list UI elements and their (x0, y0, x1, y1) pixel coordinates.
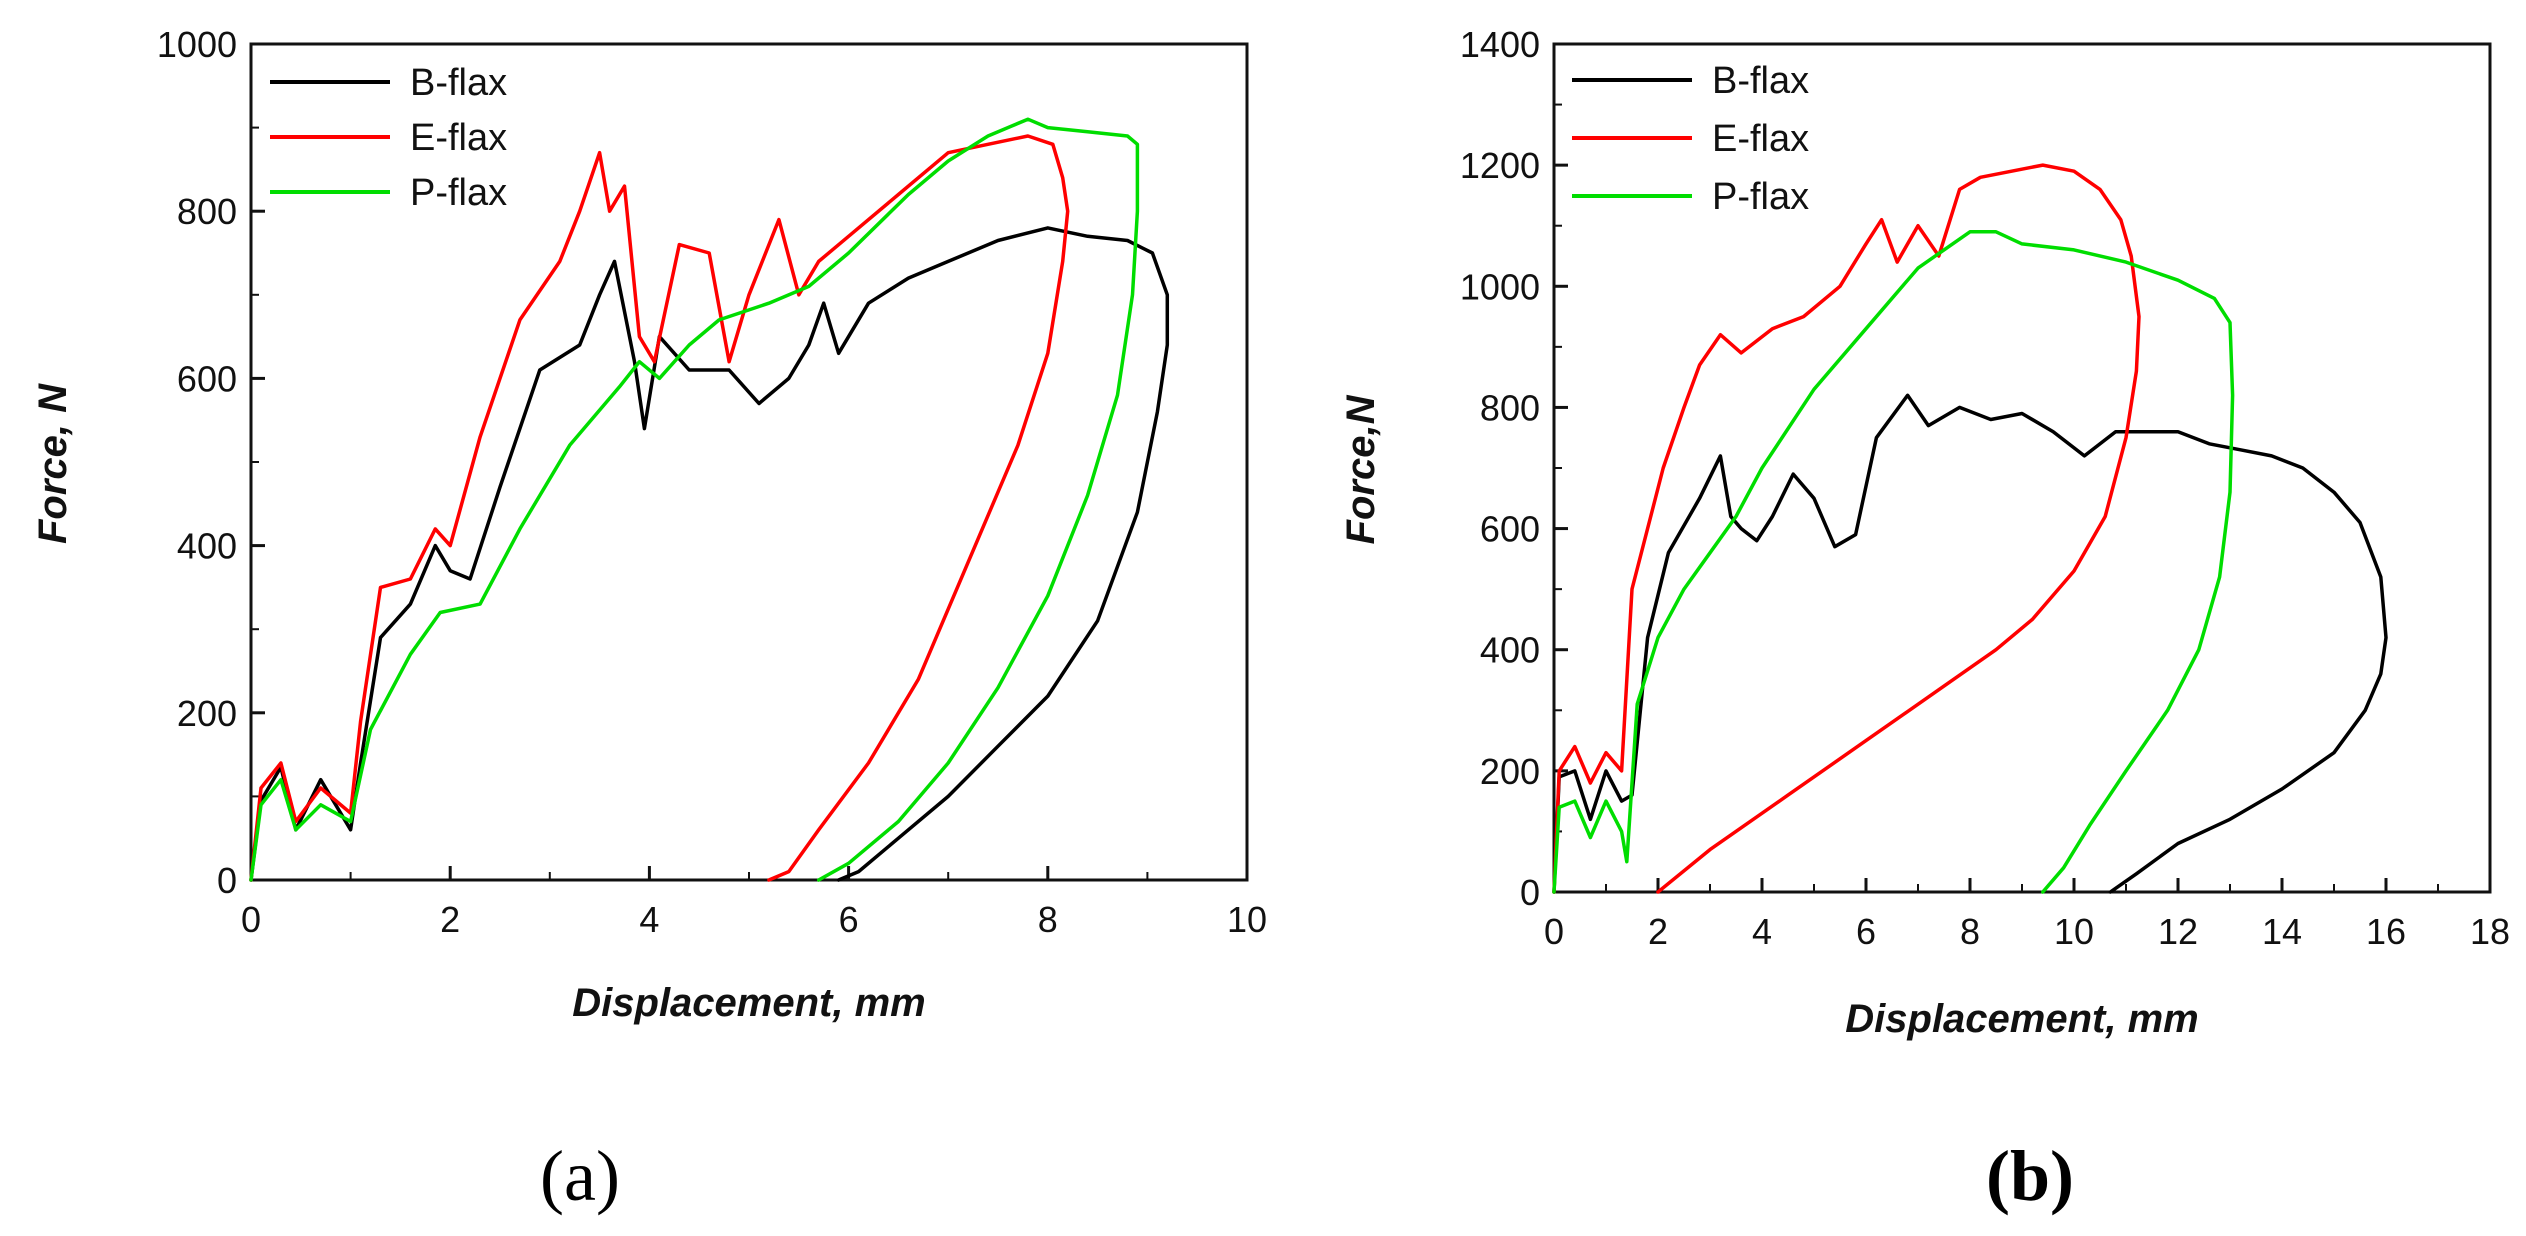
y-tick-label: 800 (177, 191, 237, 232)
y-tick-label: 800 (1480, 387, 1540, 428)
panel-label-b: (b) (1986, 1136, 2074, 1216)
x-tick-label: 16 (2366, 911, 2406, 952)
series-group (249, 117, 1170, 882)
x-tick-label: 2 (440, 899, 460, 940)
y-tick-label: 200 (1480, 751, 1540, 792)
series-line-p-flax (249, 117, 1140, 882)
legend-label-p-flax: P-flax (1712, 176, 1809, 218)
x-tick-label: 10 (1227, 899, 1267, 940)
plot-area-frame (249, 42, 1249, 882)
legend-label-e-flax: E-flax (1712, 118, 1809, 160)
legend-label-p-flax: P-flax (410, 172, 507, 214)
x-tick-label: 0 (1544, 911, 1564, 952)
legend-label-b-flax: B-flax (1712, 60, 1809, 102)
x-tick-label: 4 (1752, 911, 1772, 952)
y-axis-title: Force, N (31, 383, 75, 544)
x-tick-label: 10 (2054, 911, 2094, 952)
series-line-e-flax (249, 134, 1070, 882)
x-tick-label: 8 (1038, 899, 1058, 940)
y-tick-label: 1200 (1460, 145, 1540, 186)
y-tick-label: 1000 (1460, 266, 1540, 307)
y-axis-title: Force,N (1339, 394, 1383, 544)
panel-b: 0 200 400 600 800 1000 1200 1400 0 2 4 6 8 10 12 14 16 1… (1339, 24, 2510, 1216)
series-line-b-flax (1552, 393, 2388, 894)
y-tick-label: 400 (1480, 630, 1540, 671)
series-line-p-flax (1552, 230, 2235, 894)
series-group (1552, 163, 2388, 894)
x-tick-label: 2 (1648, 911, 1668, 952)
x-axis-title: Displacement, mm (572, 981, 925, 1025)
series-line-b-flax (249, 226, 1170, 882)
legend-label-e-flax: E-flax (410, 117, 507, 159)
y-tick-label: 600 (1480, 509, 1540, 550)
series-line-e-flax (1552, 163, 2141, 894)
x-axis-ticks: 0 2 4 6 8 10 (241, 866, 1267, 940)
x-tick-label: 6 (1856, 911, 1876, 952)
panel-label-a: (a) (540, 1136, 620, 1216)
x-axis-ticks: 0 2 4 6 8 10 12 14 16 18 (1544, 878, 2510, 952)
legend-label-b-flax: B-flax (410, 62, 507, 104)
y-axis-ticks: 0 200 400 600 800 1000 (157, 24, 265, 901)
y-tick-label: 0 (217, 860, 237, 901)
legend: B-flax E-flax P-flax (270, 62, 507, 214)
x-tick-label: 12 (2158, 911, 2198, 952)
y-tick-label: 1000 (157, 24, 237, 65)
x-tick-label: 18 (2470, 911, 2510, 952)
x-tick-label: 4 (639, 899, 659, 940)
y-tick-label: 600 (177, 358, 237, 399)
y-tick-label: 1400 (1460, 24, 1540, 65)
legend: B-flax E-flax P-flax (1572, 60, 1809, 218)
y-tick-label: 200 (177, 693, 237, 734)
y-tick-label: 0 (1520, 872, 1540, 913)
x-axis-title: Displacement, mm (1845, 997, 2198, 1041)
panel-a: 0 200 400 600 800 1000 0 2 4 6 8 10 B-flax E-flax P-… (31, 24, 1267, 1216)
x-tick-label: 0 (241, 899, 261, 940)
x-tick-label: 6 (839, 899, 859, 940)
y-tick-label: 400 (177, 526, 237, 567)
x-tick-label: 14 (2262, 911, 2302, 952)
plot-area-frame (1552, 42, 2492, 894)
x-tick-label: 8 (1960, 911, 1980, 952)
y-axis-ticks: 0 200 400 600 800 1000 1200 1400 (1460, 24, 1568, 913)
